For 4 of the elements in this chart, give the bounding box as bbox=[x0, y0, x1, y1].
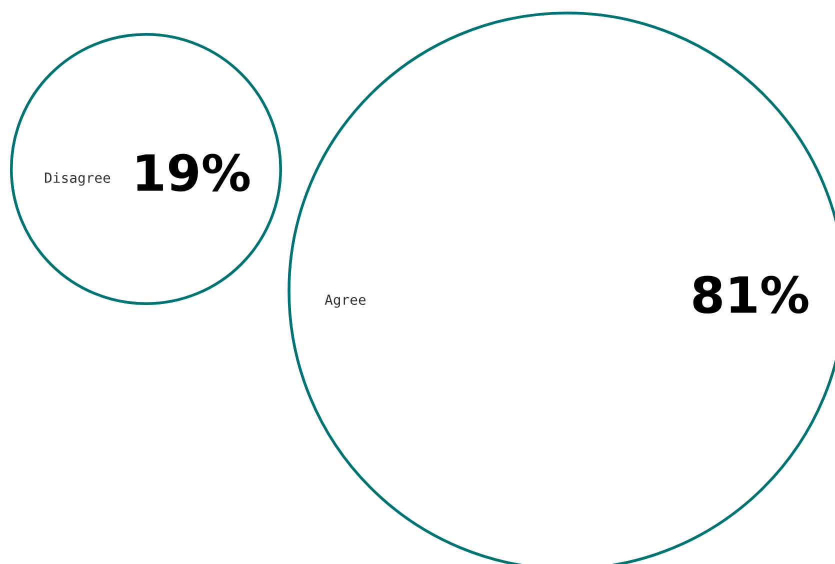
data-label: 19% bbox=[137, 154, 250, 192]
category-label: Disagree bbox=[44, 172, 110, 186]
data-label: 81% bbox=[693, 276, 808, 314]
category-label: Agree bbox=[324, 294, 366, 308]
